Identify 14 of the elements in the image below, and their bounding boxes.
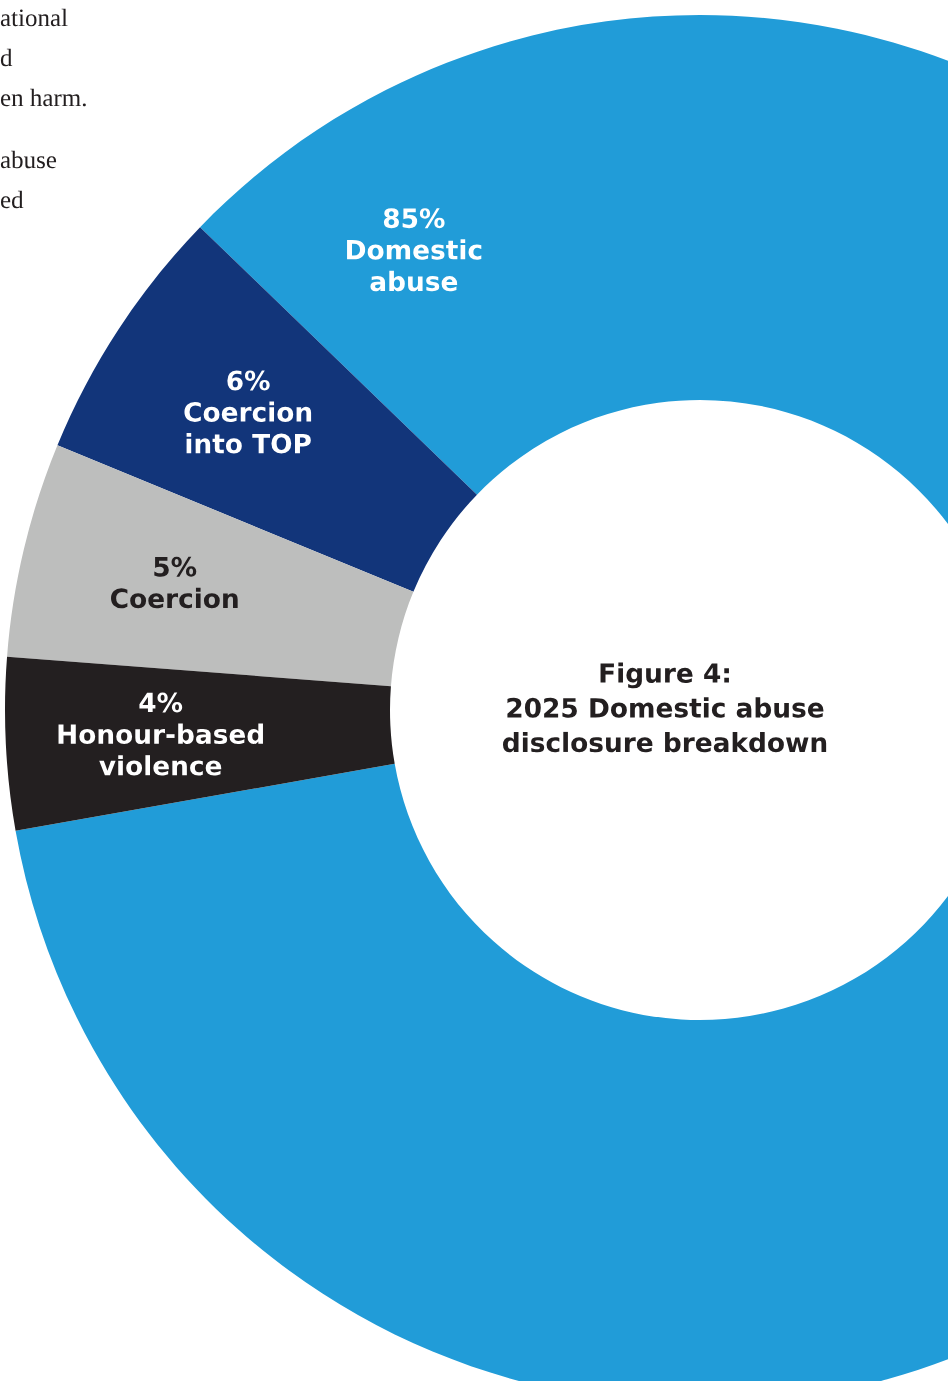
text: Figure 4: 2025 Domestic abuse disclosure breakdown xyxy=(502,662,827,753)
slice-label: Honour-based violence xyxy=(58,723,263,776)
text: en harm. xyxy=(0,88,86,107)
slice-label: Coercion xyxy=(111,587,238,609)
data-label: 6% xyxy=(227,370,270,391)
text: ed xyxy=(0,190,24,209)
text: ational xyxy=(0,8,68,27)
data-label: 4% xyxy=(139,692,183,713)
text: abuse xyxy=(0,150,57,169)
slice-label: Domestic abuse xyxy=(347,239,482,292)
data-label: 5% xyxy=(154,556,197,577)
data-label: 85% xyxy=(383,208,445,229)
slice-label: Coercion into TOP xyxy=(184,401,312,454)
text: d xyxy=(0,48,13,67)
